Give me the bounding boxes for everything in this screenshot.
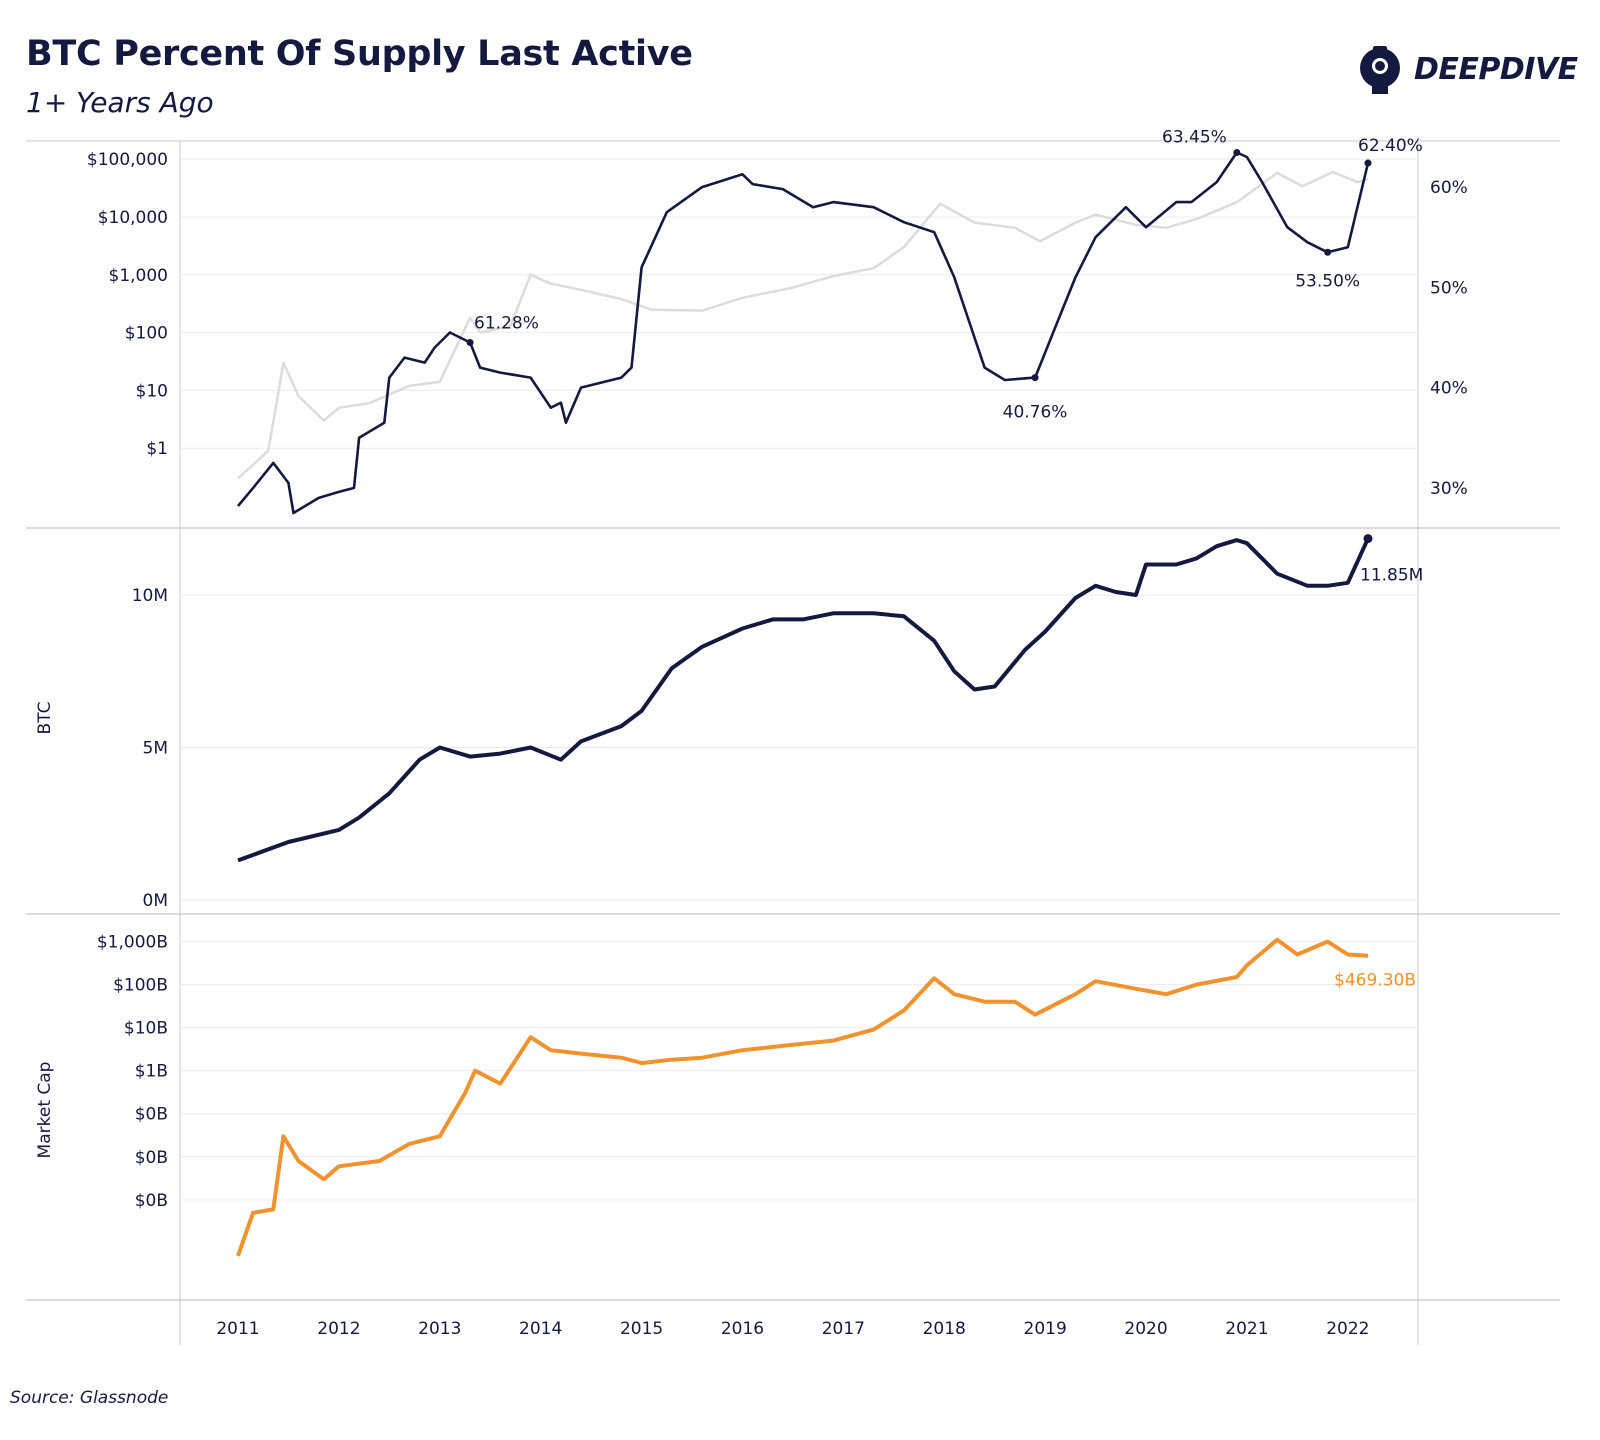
annotation-marker bbox=[1233, 149, 1241, 157]
y-tick-mcap: $0B bbox=[135, 1105, 168, 1125]
annotation-label: 53.50% bbox=[1295, 271, 1360, 291]
annotation-marker bbox=[1324, 248, 1332, 256]
y-tick-price: $1,000 bbox=[109, 266, 168, 286]
y-tick-mcap: $100B bbox=[113, 976, 168, 996]
y-tick-btc: 0M bbox=[143, 891, 168, 911]
x-tick: 2015 bbox=[620, 1319, 663, 1339]
x-tick: 2012 bbox=[317, 1319, 360, 1339]
logo-wordmark: DEEPDIVE bbox=[1414, 52, 1578, 87]
market-cap-line bbox=[236, 937, 1369, 1257]
deepdive-logo: DEEPDIVE bbox=[1358, 42, 1590, 98]
y-tick-btc: 10M bbox=[132, 586, 168, 606]
x-tick: 2022 bbox=[1326, 1319, 1369, 1339]
y-tick-percent: 60% bbox=[1430, 178, 1468, 198]
y-tick-mcap: $1B bbox=[135, 1062, 168, 1082]
y-tick-mcap: $0B bbox=[135, 1148, 168, 1168]
y-tick-price: $1 bbox=[146, 439, 168, 459]
x-tick: 2019 bbox=[1024, 1319, 1067, 1339]
x-tick: 2014 bbox=[519, 1319, 562, 1339]
y-tick-price: $100 bbox=[125, 324, 168, 344]
y-axis-label-market-cap: Market Cap bbox=[35, 1062, 55, 1159]
chart-subtitle: 1+ Years Ago bbox=[26, 86, 214, 119]
btc-end-label: 11.85M bbox=[1360, 566, 1423, 586]
annotation-label: 63.45% bbox=[1162, 128, 1227, 148]
annotation-label: 62.40% bbox=[1358, 136, 1423, 156]
price-line bbox=[237, 170, 1369, 480]
y-tick-mcap: $10B bbox=[124, 1019, 168, 1039]
x-tick: 2013 bbox=[418, 1319, 461, 1339]
x-tick: 2021 bbox=[1225, 1319, 1268, 1339]
x-tick: 2018 bbox=[923, 1319, 966, 1339]
x-tick: 2016 bbox=[721, 1319, 764, 1339]
axis-ticks: $100,000 $10,000 $1,000 $100 $10 $1 60% 50% 40% 3… bbox=[87, 150, 1468, 1339]
y-tick-price: $100,000 bbox=[87, 150, 168, 170]
btc-supply-line bbox=[237, 537, 1370, 863]
gridlines bbox=[180, 158, 1418, 1201]
x-tick: 2011 bbox=[216, 1319, 259, 1339]
y-axis-label-btc: BTC bbox=[35, 702, 55, 735]
annotation-marker bbox=[1031, 374, 1039, 382]
x-tick: 2017 bbox=[822, 1319, 865, 1339]
y-tick-mcap: $1,000B bbox=[97, 933, 168, 953]
diver-helmet-icon bbox=[1360, 46, 1400, 94]
y-tick-price: $10 bbox=[136, 381, 168, 401]
annotation-label: 61.28% bbox=[474, 314, 539, 334]
x-tick: 2020 bbox=[1124, 1319, 1167, 1339]
y-tick-percent: 30% bbox=[1430, 479, 1468, 499]
annotation-label: 40.76% bbox=[1003, 403, 1068, 423]
y-tick-percent: 40% bbox=[1430, 379, 1468, 399]
y-tick-btc: 5M bbox=[143, 739, 168, 759]
percent-supply-line bbox=[237, 151, 1370, 515]
annotation-marker bbox=[1364, 159, 1372, 167]
panel-frames bbox=[26, 140, 1560, 1345]
y-tick-price: $10,000 bbox=[98, 208, 168, 228]
mcap-end-label: $469.30B bbox=[1334, 971, 1416, 991]
chart-title: BTC Percent Of Supply Last Active bbox=[26, 34, 693, 74]
y-tick-mcap: $0B bbox=[135, 1191, 168, 1211]
annotations: 61.28% 40.76% 63.45% 53.50% 62.40% 11.85M $469… bbox=[466, 128, 1423, 991]
y-tick-percent: 50% bbox=[1430, 278, 1468, 298]
series-lines bbox=[236, 151, 1370, 1257]
annotation-marker bbox=[466, 339, 474, 347]
btc-end-marker bbox=[1363, 534, 1373, 544]
source-note: Source: Glassnode bbox=[10, 1388, 169, 1408]
